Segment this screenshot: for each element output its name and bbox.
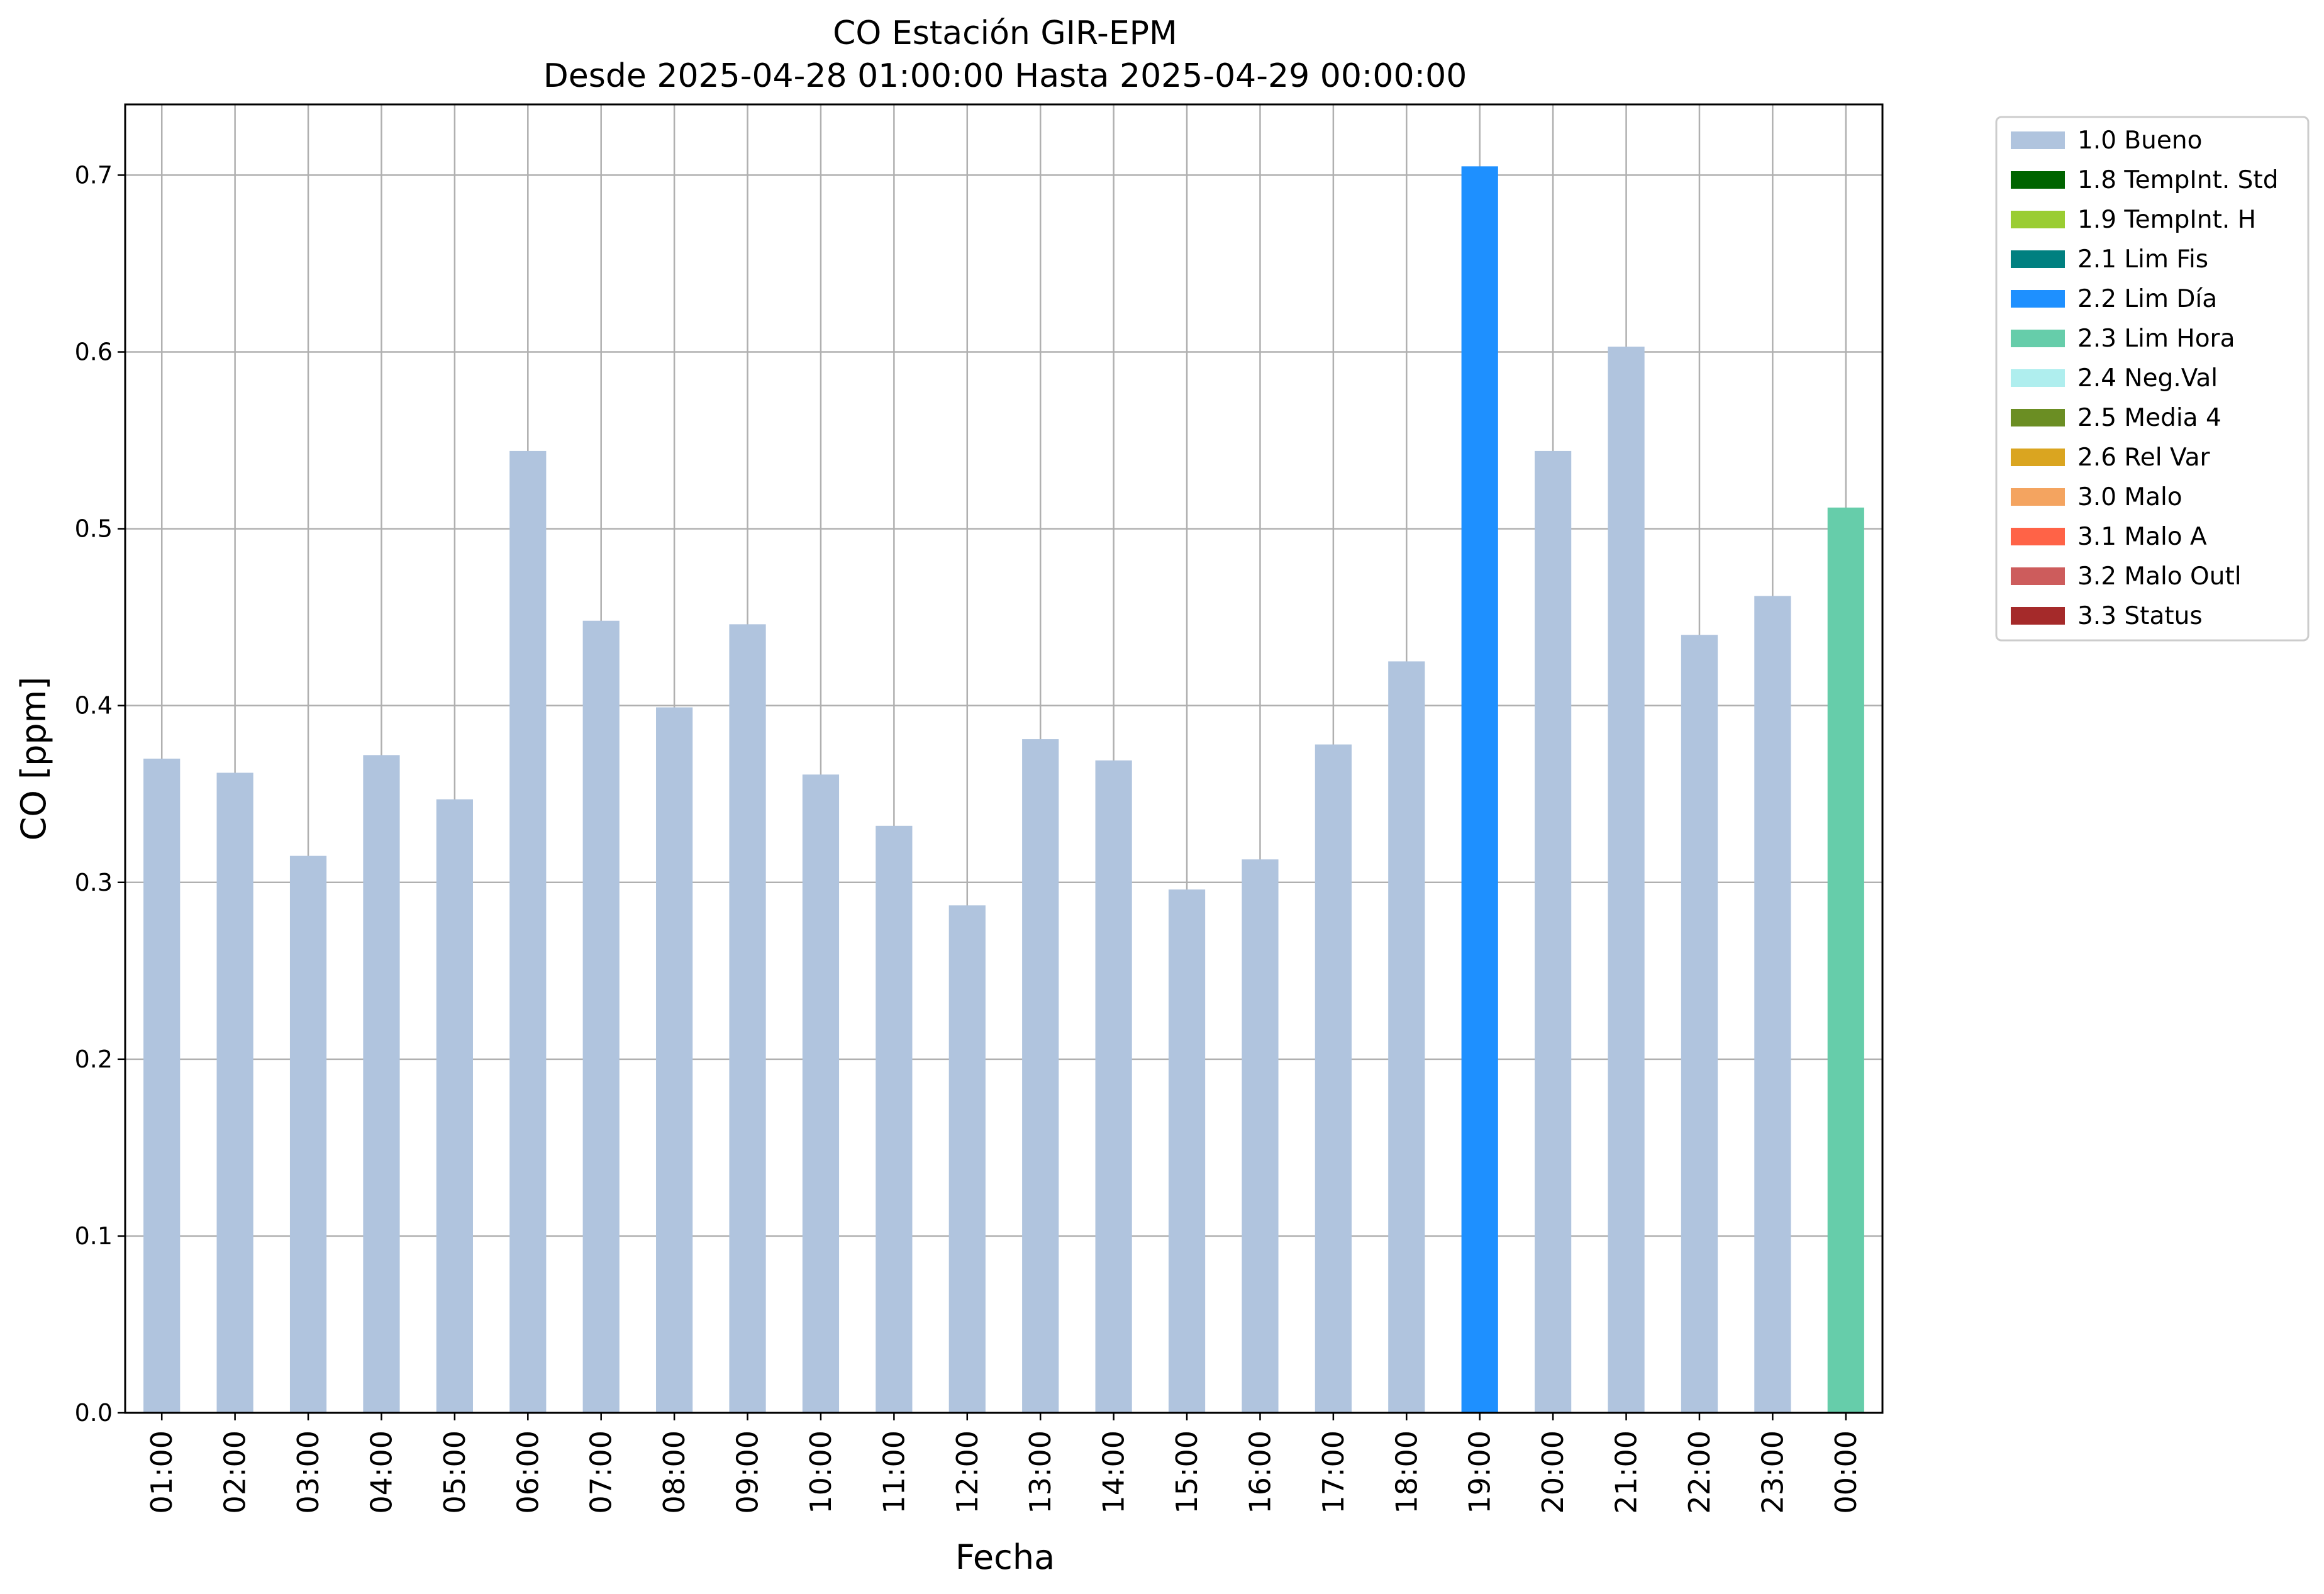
plot-frame — [124, 103, 1884, 1414]
x-tick-label: 13:00 — [1023, 1430, 1057, 1514]
x-tick-label: 11:00 — [877, 1430, 911, 1514]
y-tick-label: 0.7 — [75, 161, 113, 189]
x-tick-label: 01:00 — [145, 1430, 179, 1514]
legend-label: 2.6 Rel Var — [2077, 443, 2211, 472]
legend-swatch — [2011, 330, 2065, 347]
legend-swatch — [2011, 171, 2065, 189]
x-tick-label: 17:00 — [1316, 1430, 1350, 1514]
y-tick-label: 0.2 — [75, 1045, 113, 1073]
x-tick-label: 10:00 — [804, 1430, 838, 1514]
y-tick-label: 0.6 — [75, 338, 113, 366]
legend-label: 2.3 Lim Hora — [2077, 325, 2235, 353]
bar-19:00 — [1461, 166, 1498, 1413]
legend-label: 2.1 Lim Fis — [2077, 245, 2208, 274]
y-tick-label: 0.4 — [75, 692, 113, 720]
bar-02:00 — [216, 772, 253, 1413]
legend-swatch — [2011, 250, 2065, 268]
bar-22:00 — [1681, 635, 1718, 1413]
bar-14:00 — [1095, 760, 1132, 1413]
bar-01:00 — [143, 759, 181, 1413]
x-tick-label: 00:00 — [1829, 1430, 1863, 1514]
legend: 1.0 Bueno 1.8 TempInt. Std 1.9 TempInt. H 2… — [1995, 116, 2310, 642]
legend-swatch — [2011, 211, 2065, 228]
bar-03:00 — [289, 856, 327, 1413]
legend-swatch — [2011, 607, 2065, 625]
bar-20:00 — [1535, 450, 1572, 1413]
x-tick-label: 09:00 — [731, 1430, 765, 1514]
bar-23:00 — [1754, 596, 1791, 1413]
x-tick-label: 15:00 — [1170, 1430, 1204, 1514]
legend-label: 3.0 Malo — [2077, 483, 2182, 511]
x-axis-ticks: 01:00 02:00 03:00 04:00 05:00 06:00 07:00 08:00… — [145, 1413, 1863, 1514]
legend-box — [1995, 116, 2310, 642]
legend-swatch — [2011, 528, 2065, 545]
legend-label: 2.4 Neg.Val — [2077, 364, 2218, 393]
legend-swatch — [2011, 409, 2065, 426]
x-tick-label: 22:00 — [1682, 1430, 1716, 1514]
legend-swatch — [2011, 131, 2065, 149]
bar-07:00 — [582, 620, 620, 1413]
legend-label: 1.9 TempInt. H — [2077, 206, 2256, 234]
bar-15:00 — [1168, 889, 1206, 1413]
x-tick-label: 08:00 — [657, 1430, 691, 1514]
y-axis-ticks: 0.0 0.1 0.2 0.3 0.4 0.5 0.6 0.7 — [75, 161, 125, 1427]
legend-swatch — [2011, 488, 2065, 506]
x-tick-label: 16:00 — [1243, 1430, 1277, 1514]
bars — [143, 166, 1864, 1413]
legend-label: 2.5 Media 4 — [2077, 404, 2221, 432]
legend-swatch — [2011, 449, 2065, 466]
bar-16:00 — [1242, 859, 1279, 1413]
x-tick-label: 18:00 — [1389, 1430, 1423, 1514]
legend-label: 3.3 Status — [2077, 602, 2203, 630]
bar-00:00 — [1827, 507, 1864, 1413]
x-tick-label: 04:00 — [364, 1430, 398, 1514]
x-tick-label: 03:00 — [291, 1430, 325, 1514]
x-tick-label: 06:00 — [511, 1430, 545, 1514]
x-tick-label: 02:00 — [218, 1430, 252, 1514]
y-tick-label: 0.0 — [75, 1399, 113, 1427]
x-tick-label: 20:00 — [1536, 1430, 1570, 1514]
legend-label: 1.0 Bueno — [2077, 126, 2202, 155]
legend-label: 3.2 Malo Outl — [2077, 562, 2242, 591]
bar-04:00 — [363, 755, 400, 1413]
bar-10:00 — [802, 774, 840, 1413]
bar-12:00 — [948, 905, 986, 1413]
x-tick-label: 07:00 — [584, 1430, 618, 1514]
legend-label: 1.8 TempInt. Std — [2077, 166, 2278, 194]
y-tick-label: 0.3 — [75, 869, 113, 896]
bar-13:00 — [1022, 739, 1059, 1413]
y-axis-label: CO [ppm] — [14, 677, 53, 841]
bar-21:00 — [1608, 347, 1645, 1413]
x-tick-label: 12:00 — [950, 1430, 984, 1514]
bar-11:00 — [876, 825, 913, 1413]
bar-05:00 — [436, 799, 473, 1413]
x-tick-label: 05:00 — [438, 1430, 472, 1514]
x-axis-label: Fecha — [955, 1537, 1055, 1577]
x-tick-label: 23:00 — [1755, 1430, 1789, 1514]
legend-swatch — [2011, 567, 2065, 585]
x-tick-label: 21:00 — [1610, 1430, 1643, 1514]
legend-label: 2.2 Lim Día — [2077, 285, 2217, 313]
bar-06:00 — [509, 450, 547, 1413]
legend-swatch — [2011, 369, 2065, 387]
bar-09:00 — [729, 624, 766, 1413]
x-tick-label: 19:00 — [1463, 1430, 1497, 1514]
legend-label: 3.1 Malo A — [2077, 523, 2207, 551]
legend-swatch — [2011, 290, 2065, 308]
chart-title: CO Estación GIR-EPM — [833, 14, 1177, 52]
chart-subtitle: Desde 2025-04-28 01:00:00 Hasta 2025-04-… — [543, 57, 1467, 95]
bar-17:00 — [1315, 744, 1352, 1413]
y-tick-label: 0.1 — [75, 1222, 113, 1250]
bar-18:00 — [1388, 661, 1425, 1413]
bar-08:00 — [656, 707, 693, 1413]
x-tick-label: 14:00 — [1097, 1430, 1131, 1514]
y-tick-label: 0.5 — [75, 515, 113, 543]
